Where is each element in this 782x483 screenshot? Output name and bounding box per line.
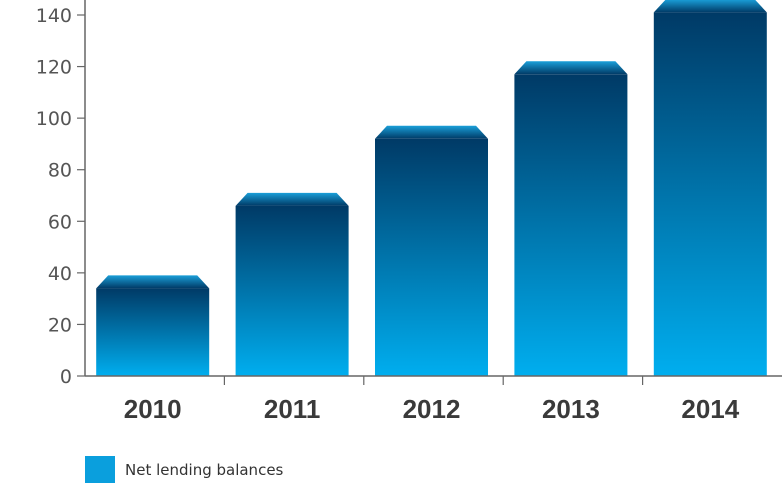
y-tick-label-0: 0 bbox=[60, 366, 72, 388]
x-tick-label-2011: 2011 bbox=[264, 394, 320, 424]
x-tick-label-2012: 2012 bbox=[403, 394, 461, 424]
bar-cap-2014 bbox=[653, 0, 767, 13]
legend-label: Net lending balances bbox=[125, 460, 284, 479]
y-tick-label-100: 100 bbox=[36, 108, 72, 130]
y-tick-labels: 0 20 40 60 80 100 120 140 bbox=[36, 5, 72, 388]
bar-2011 bbox=[235, 205, 349, 376]
x-tick-label-2014: 2014 bbox=[681, 394, 739, 424]
y-tick-label-140: 140 bbox=[36, 5, 72, 27]
x-tick-labels: 2010 2011 2012 2013 2014 bbox=[124, 394, 740, 424]
bar-2013 bbox=[514, 74, 628, 377]
x-tick-label-2013: 2013 bbox=[542, 394, 600, 424]
legend: Net lending balances bbox=[85, 456, 283, 483]
y-tick-label-120: 120 bbox=[36, 57, 72, 79]
x-tick-label-2010: 2010 bbox=[124, 394, 182, 424]
bar-cap-2010 bbox=[96, 275, 210, 289]
legend-swatch bbox=[85, 456, 115, 483]
bar-2010 bbox=[96, 288, 210, 376]
y-tick-label-80: 80 bbox=[48, 160, 72, 182]
y-tick-label-60: 60 bbox=[48, 211, 72, 233]
bar-cap-2011 bbox=[235, 192, 349, 206]
bar-cap-2012 bbox=[375, 125, 488, 139]
axes-group bbox=[77, 0, 782, 385]
bar-2012 bbox=[375, 138, 488, 376]
bar-2014 bbox=[653, 12, 767, 377]
y-tick-label-40: 40 bbox=[48, 263, 72, 285]
bars-group bbox=[96, 0, 767, 377]
y-tick-label-20: 20 bbox=[48, 314, 72, 336]
bar-cap-2013 bbox=[514, 61, 628, 75]
